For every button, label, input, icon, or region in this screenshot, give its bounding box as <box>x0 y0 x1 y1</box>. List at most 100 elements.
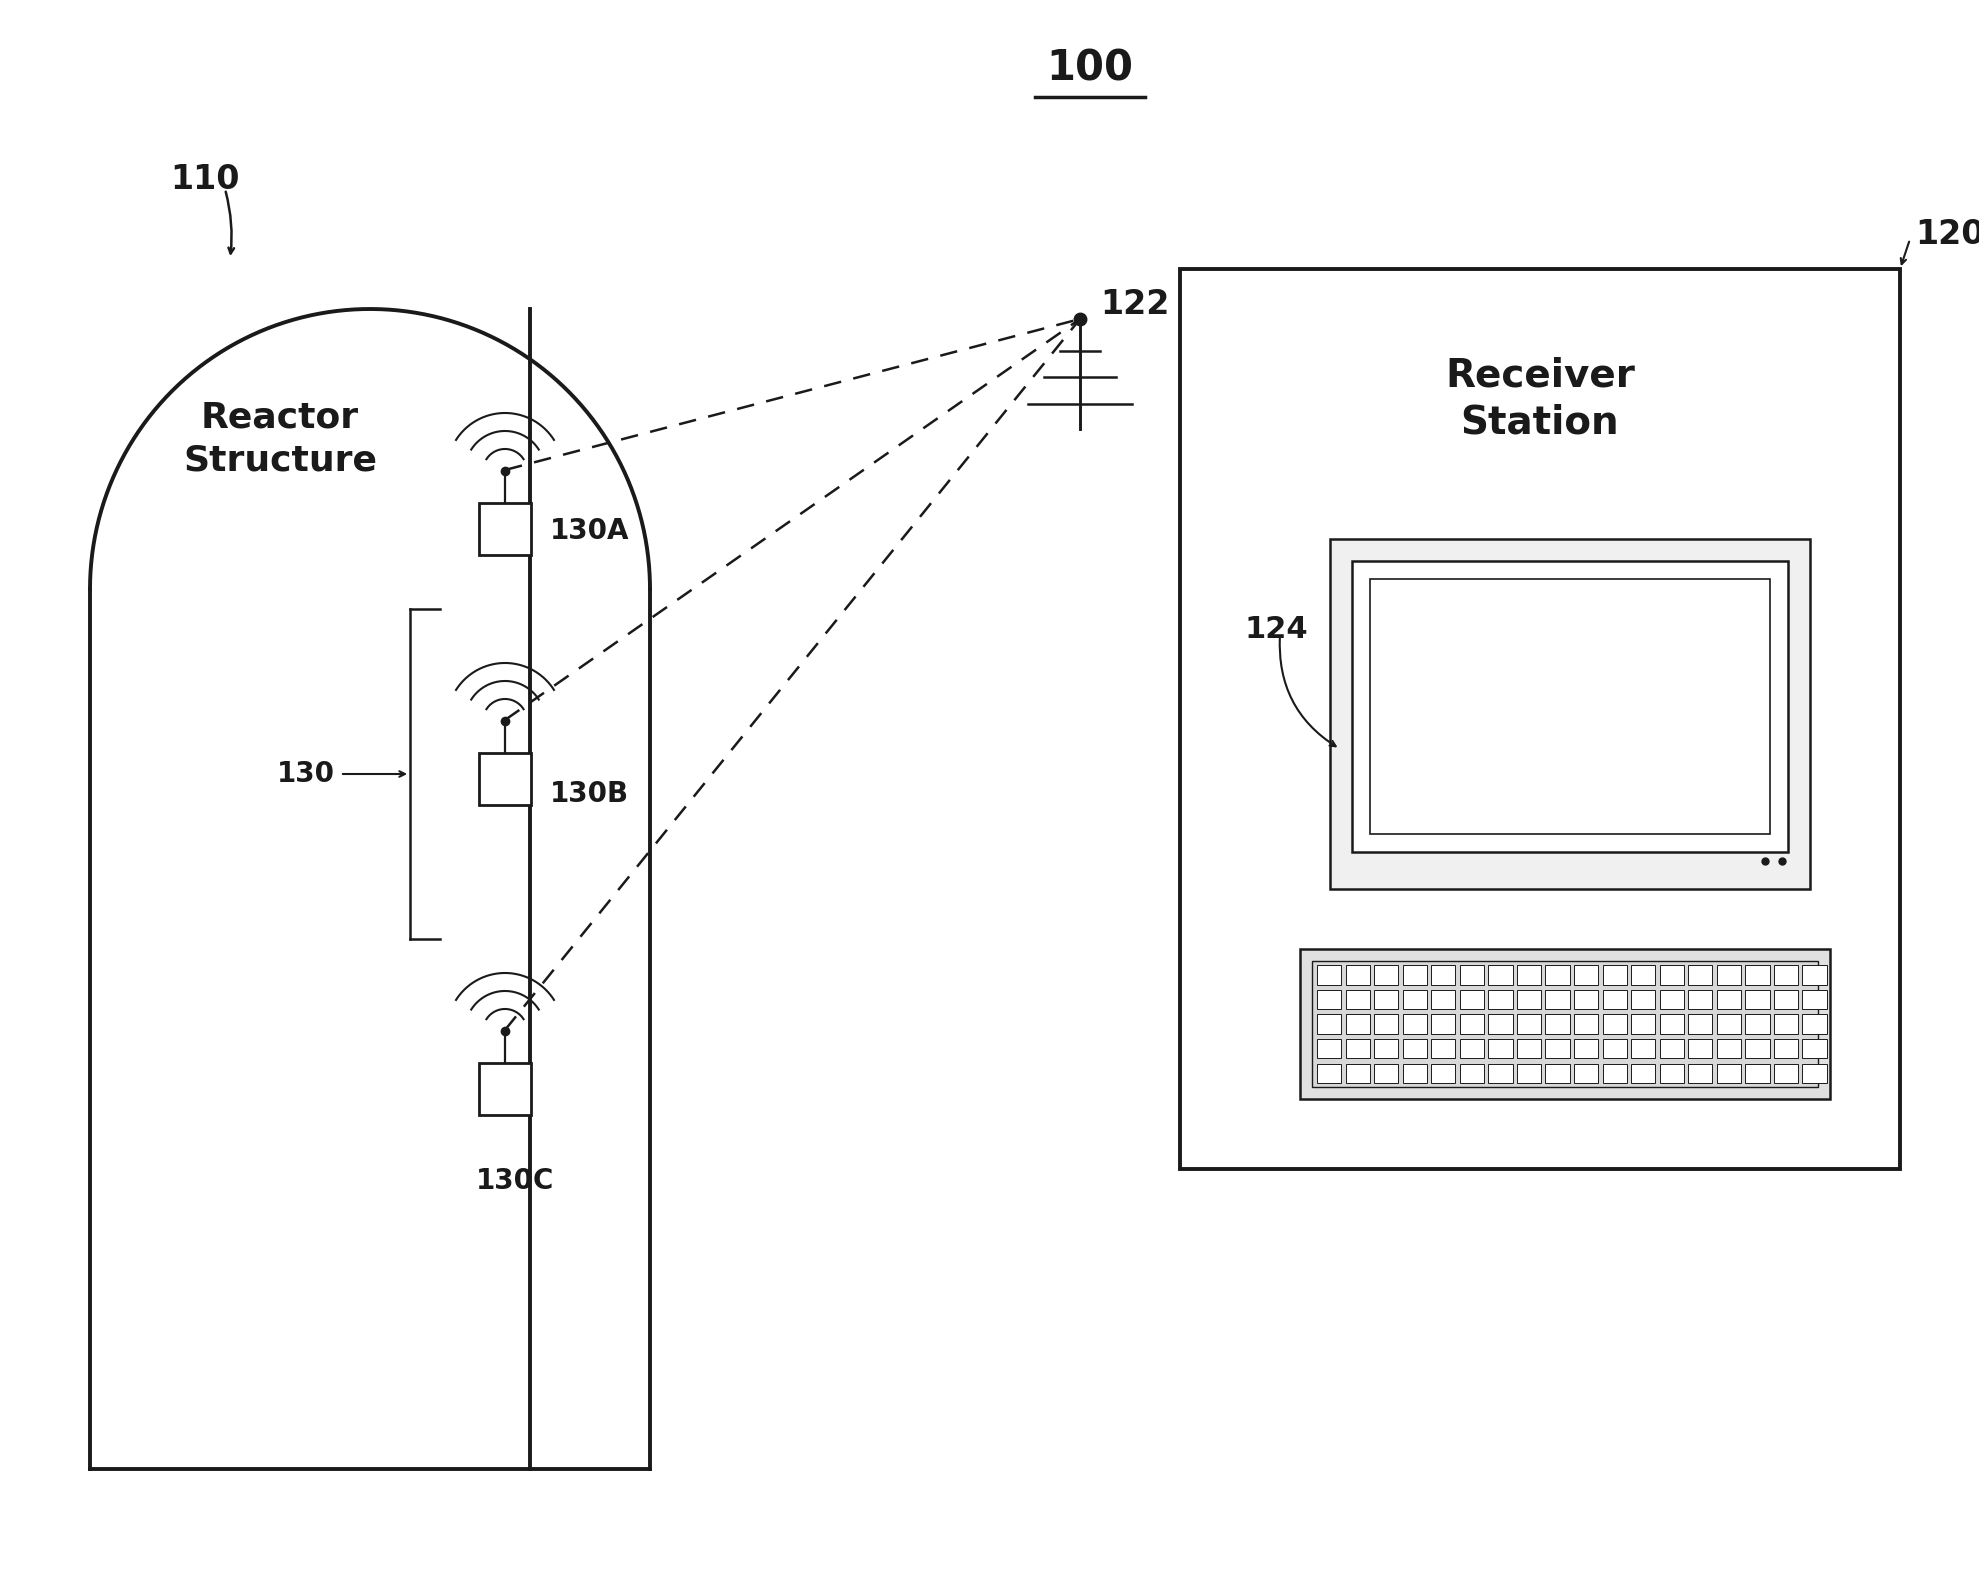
Bar <box>1346 1063 1369 1084</box>
Bar <box>1488 965 1512 985</box>
Bar <box>1316 965 1342 985</box>
Text: 122: 122 <box>1100 288 1170 321</box>
Bar <box>1346 990 1369 1009</box>
Bar <box>1488 1039 1512 1058</box>
Bar <box>1546 1039 1569 1058</box>
Bar <box>1403 965 1427 985</box>
Bar <box>1352 561 1787 852</box>
Bar <box>1631 965 1654 985</box>
Bar <box>1688 1063 1712 1084</box>
Bar <box>1573 965 1599 985</box>
Bar <box>1745 1014 1769 1034</box>
Bar <box>1461 1014 1484 1034</box>
Bar <box>1516 1014 1542 1034</box>
Bar <box>1803 1014 1827 1034</box>
Bar <box>1403 1039 1427 1058</box>
Bar <box>1373 1014 1399 1034</box>
Bar <box>1803 990 1827 1009</box>
Bar <box>1330 539 1811 888</box>
Text: 120: 120 <box>1916 218 1979 251</box>
Bar <box>1316 1039 1342 1058</box>
Bar <box>1431 1063 1455 1084</box>
Bar <box>1431 1039 1455 1058</box>
Bar <box>1431 990 1455 1009</box>
Text: 130B: 130B <box>550 780 629 807</box>
Bar <box>1745 990 1769 1009</box>
Bar <box>1688 990 1712 1009</box>
Bar <box>1660 1039 1684 1058</box>
Bar <box>1660 1063 1684 1084</box>
Bar <box>1573 1039 1599 1058</box>
Bar <box>1603 1039 1627 1058</box>
Bar <box>1403 1063 1427 1084</box>
Text: 110: 110 <box>170 162 239 195</box>
Bar <box>1603 965 1627 985</box>
Bar <box>1461 990 1484 1009</box>
Text: Reactor
Structure: Reactor Structure <box>182 400 378 477</box>
Text: 124: 124 <box>1245 615 1308 644</box>
Bar <box>1346 1014 1369 1034</box>
Bar <box>1773 965 1799 985</box>
Bar <box>1516 990 1542 1009</box>
Bar <box>1373 1039 1399 1058</box>
Bar <box>1716 1039 1742 1058</box>
Bar <box>1516 965 1542 985</box>
Bar <box>1631 1063 1654 1084</box>
Bar <box>1688 1014 1712 1034</box>
Text: 130A: 130A <box>550 516 629 545</box>
Text: 130: 130 <box>277 760 334 788</box>
Bar <box>479 504 530 555</box>
Bar <box>1461 1063 1484 1084</box>
Bar <box>1745 1063 1769 1084</box>
Bar <box>1312 961 1819 1087</box>
Bar <box>1773 1039 1799 1058</box>
Bar <box>1373 965 1399 985</box>
Bar <box>1461 965 1484 985</box>
Bar <box>1803 1039 1827 1058</box>
Bar <box>1773 990 1799 1009</box>
Bar <box>1716 1014 1742 1034</box>
Bar <box>1346 965 1369 985</box>
Bar <box>1573 1063 1599 1084</box>
Bar <box>1488 990 1512 1009</box>
Bar <box>1546 1014 1569 1034</box>
Bar <box>1773 1014 1799 1034</box>
Bar <box>1803 1063 1827 1084</box>
Text: 100: 100 <box>1047 48 1134 89</box>
Bar <box>1688 1039 1712 1058</box>
Bar <box>1373 1063 1399 1084</box>
Bar <box>1461 1039 1484 1058</box>
Bar <box>1316 1014 1342 1034</box>
Bar <box>1316 1063 1342 1084</box>
Bar <box>1516 1039 1542 1058</box>
Bar <box>1346 1039 1369 1058</box>
Bar <box>1403 990 1427 1009</box>
Bar <box>1660 990 1684 1009</box>
Bar <box>1716 965 1742 985</box>
Text: 130C: 130C <box>475 1166 554 1195</box>
Bar <box>1573 990 1599 1009</box>
Bar <box>1316 990 1342 1009</box>
Bar <box>1373 990 1399 1009</box>
Bar <box>1488 1063 1512 1084</box>
Bar <box>1745 1039 1769 1058</box>
Bar <box>1300 949 1831 1100</box>
Bar <box>1716 1063 1742 1084</box>
Bar <box>1803 965 1827 985</box>
Bar <box>1603 990 1627 1009</box>
Bar <box>1603 1063 1627 1084</box>
Bar <box>1431 1014 1455 1034</box>
Bar <box>479 1063 530 1115</box>
Bar <box>1403 1014 1427 1034</box>
Bar <box>1488 1014 1512 1034</box>
Bar <box>1546 965 1569 985</box>
Bar <box>1516 1063 1542 1084</box>
Bar <box>1660 965 1684 985</box>
Bar <box>1573 1014 1599 1034</box>
Bar <box>1603 1014 1627 1034</box>
Text: Receiver
Station: Receiver Station <box>1445 356 1635 442</box>
Bar <box>479 753 530 806</box>
Bar <box>1631 990 1654 1009</box>
Bar <box>1631 1039 1654 1058</box>
Bar <box>1631 1014 1654 1034</box>
